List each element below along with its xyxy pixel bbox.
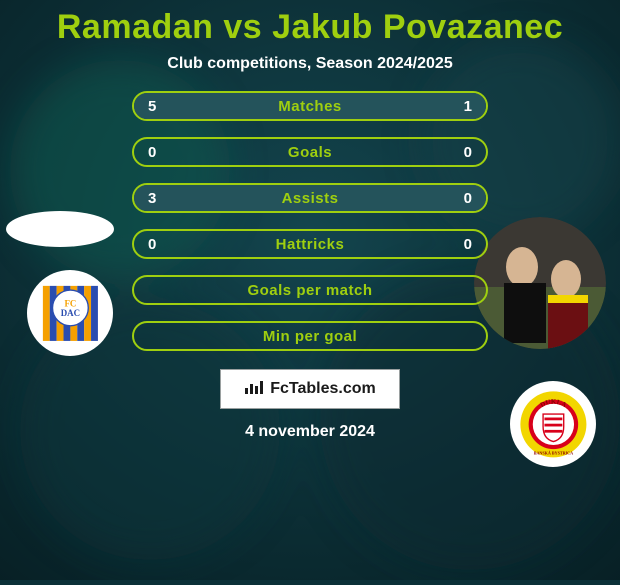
page-title: Ramadan vs Jakub Povazanec xyxy=(57,8,563,47)
chart-icon xyxy=(244,379,264,400)
stat-value-left: 3 xyxy=(148,190,156,207)
player-right-photo-icon xyxy=(474,217,606,349)
fc-dac-badge-icon: FC DAC xyxy=(36,279,105,348)
stat-bar: Matches 5 1 xyxy=(132,91,488,121)
stat-label: Goals xyxy=(288,144,332,161)
watermark: FcTables.com xyxy=(220,369,400,409)
club-badge-right: DUKLA BANSKÁ BYSTRICA xyxy=(510,381,596,467)
stat-value-right: 1 xyxy=(464,98,472,115)
stat-label: Matches xyxy=(278,98,342,115)
stat-row: Min per goal xyxy=(132,321,488,351)
stat-bar: Assists 3 0 xyxy=(132,183,488,213)
player-right-photo xyxy=(474,217,606,349)
club-badge-left: FC DAC xyxy=(27,270,113,356)
stat-value-right: 0 xyxy=(464,236,472,253)
stat-row: Goals per match xyxy=(132,275,488,305)
stat-row: Hattricks 0 0 xyxy=(132,229,488,259)
svg-text:DAC: DAC xyxy=(60,308,79,318)
stat-bar: Hattricks 0 0 xyxy=(132,229,488,259)
watermark-text: FcTables.com xyxy=(270,380,376,398)
stat-label: Assists xyxy=(282,190,339,207)
page-subtitle: Club competitions, Season 2024/2025 xyxy=(167,55,452,73)
stat-row: Assists 3 0 xyxy=(132,183,488,213)
stat-bars: Matches51Goals00Assists30Hattricks00Goal… xyxy=(132,91,488,351)
dukla-badge-icon: DUKLA BANSKÁ BYSTRICA xyxy=(519,390,588,459)
stat-value-left: 5 xyxy=(148,98,156,115)
date-label: 4 november 2024 xyxy=(245,423,375,441)
stat-label: Hattricks xyxy=(276,236,345,253)
stat-value-left: 0 xyxy=(148,236,156,253)
player-left-placeholder xyxy=(6,211,114,247)
stat-label: Goals per match xyxy=(247,282,372,299)
stat-bar: Min per goal xyxy=(132,321,488,351)
svg-text:BANSKÁ BYSTRICA: BANSKÁ BYSTRICA xyxy=(533,450,572,455)
stat-label: Min per goal xyxy=(263,328,357,345)
stat-bar: Goals 0 0 xyxy=(132,137,488,167)
bars-icon xyxy=(244,379,264,395)
svg-text:FC: FC xyxy=(64,298,76,308)
stat-bar: Goals per match xyxy=(132,275,488,305)
stat-value-right: 0 xyxy=(464,190,472,207)
stat-row: Goals 0 0 xyxy=(132,137,488,167)
comparison-area: FC DAC xyxy=(0,91,620,351)
stat-row: Matches 5 1 xyxy=(132,91,488,121)
bar-fill-right xyxy=(426,93,486,119)
stat-value-left: 0 xyxy=(148,144,156,161)
stat-value-right: 0 xyxy=(464,144,472,161)
